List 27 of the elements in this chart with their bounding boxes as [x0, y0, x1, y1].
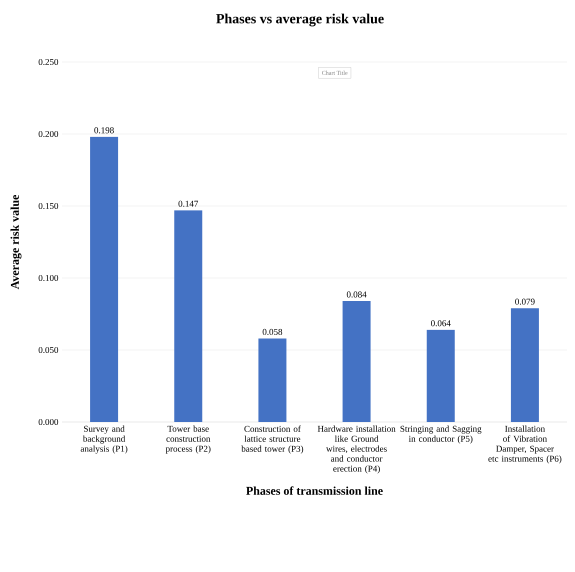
- y-tick-label: 0.000: [38, 418, 58, 426]
- x-tick-label: Construction of lattice structure based tower (P3): [241, 426, 304, 454]
- data-label: 0.198: [94, 127, 114, 134]
- y-tick-label: 0.050: [38, 346, 58, 354]
- bar: [258, 338, 286, 422]
- y-tick-label: 0.150: [38, 202, 58, 210]
- x-axis-title: Phases of transmission line: [246, 486, 383, 495]
- bar: [174, 210, 202, 422]
- bar: [90, 136, 118, 422]
- data-label: 0.147: [178, 200, 198, 207]
- y-tick-label: 0.100: [38, 274, 58, 282]
- bar: [342, 301, 371, 422]
- x-tick-label: Installation of Vibration Damper, Spacer etc instruments (P6): [488, 426, 562, 464]
- x-tick-label: Hardware installation like Ground wires, electrodes and conductor erection (P4): [318, 426, 396, 474]
- data-label: 0.079: [515, 298, 535, 305]
- x-tick-label: Survey and background analysis (P1): [80, 426, 128, 454]
- x-tick-label: Stringing and Sagging in conductor (P5): [400, 426, 482, 444]
- data-label: 0.084: [346, 291, 367, 298]
- y-tick-label: 0.200: [38, 130, 58, 138]
- data-label: 0.058: [262, 328, 282, 335]
- bar: [426, 330, 455, 422]
- y-tick-label: 0.250: [38, 58, 58, 66]
- bar: [510, 308, 539, 422]
- y-axis-title: Average risk value: [10, 194, 22, 290]
- data-label: 0.064: [431, 320, 451, 326]
- x-tick-label: Tower base construction process (P2): [166, 426, 211, 454]
- chart-title: Phases vs average risk value: [216, 14, 384, 26]
